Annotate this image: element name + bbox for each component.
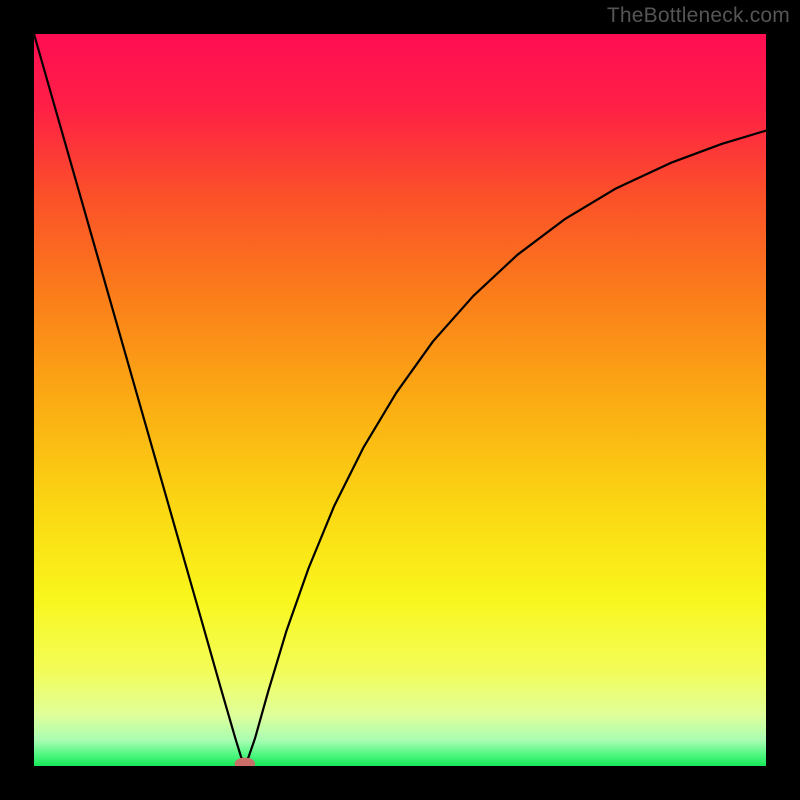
gradient-background	[34, 34, 766, 766]
chart-container: TheBottleneck.com	[0, 0, 800, 800]
watermark-text: TheBottleneck.com	[607, 4, 790, 28]
bottleneck-chart	[0, 0, 800, 800]
